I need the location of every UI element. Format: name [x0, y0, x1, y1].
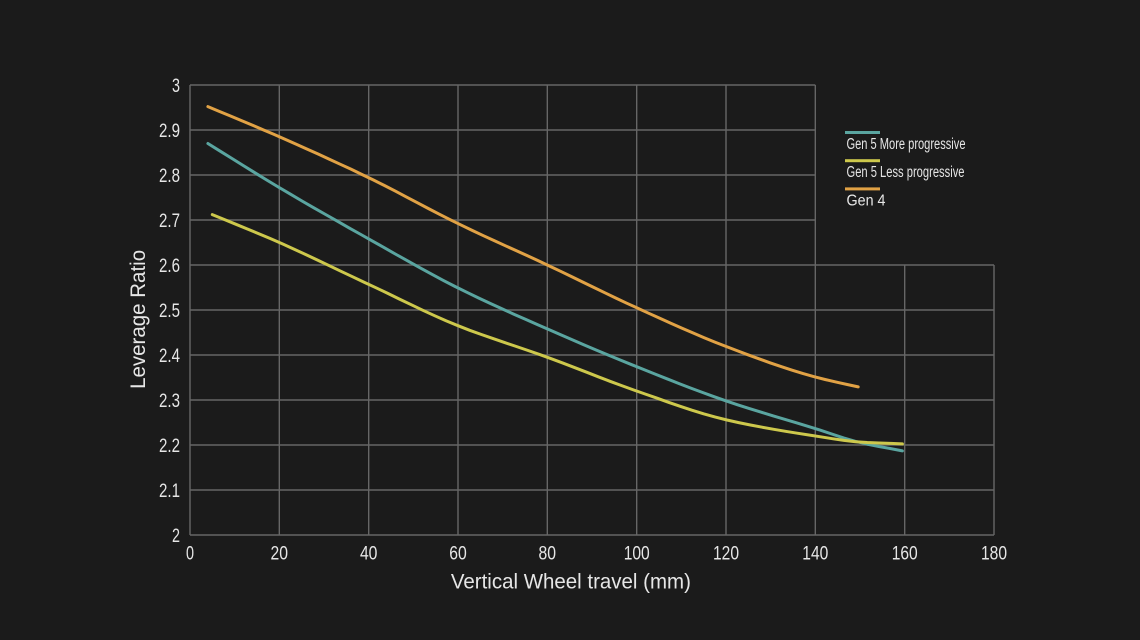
svg-text:Leverage Ratio: Leverage Ratio [127, 250, 150, 389]
svg-text:2.8: 2.8 [159, 165, 180, 187]
svg-text:80: 80 [539, 543, 557, 565]
svg-text:2.2: 2.2 [159, 435, 180, 457]
svg-text:40: 40 [360, 543, 378, 565]
svg-text:20: 20 [271, 543, 289, 565]
svg-text:140: 140 [802, 543, 828, 565]
svg-text:3: 3 [172, 75, 180, 97]
svg-text:2.6: 2.6 [159, 255, 180, 277]
svg-text:2: 2 [172, 525, 180, 547]
svg-text:2.9: 2.9 [159, 120, 180, 142]
svg-text:2.1: 2.1 [159, 480, 180, 502]
svg-text:Gen 5 Less progressive: Gen 5 Less progressive [847, 164, 965, 181]
svg-text:2.7: 2.7 [159, 210, 180, 232]
svg-text:2.4: 2.4 [159, 345, 180, 367]
svg-text:Vertical Wheel travel (mm): Vertical Wheel travel (mm) [451, 570, 691, 593]
svg-text:0: 0 [186, 543, 194, 565]
svg-text:2.5: 2.5 [159, 300, 180, 322]
svg-text:Gen 5 More progressive: Gen 5 More progressive [847, 136, 966, 153]
svg-text:Gen 4: Gen 4 [847, 192, 886, 209]
svg-text:120: 120 [713, 543, 739, 565]
svg-text:160: 160 [892, 543, 918, 565]
svg-text:60: 60 [449, 543, 467, 565]
svg-text:2.3: 2.3 [159, 390, 180, 412]
svg-text:180: 180 [981, 543, 1007, 565]
svg-text:100: 100 [624, 543, 650, 565]
